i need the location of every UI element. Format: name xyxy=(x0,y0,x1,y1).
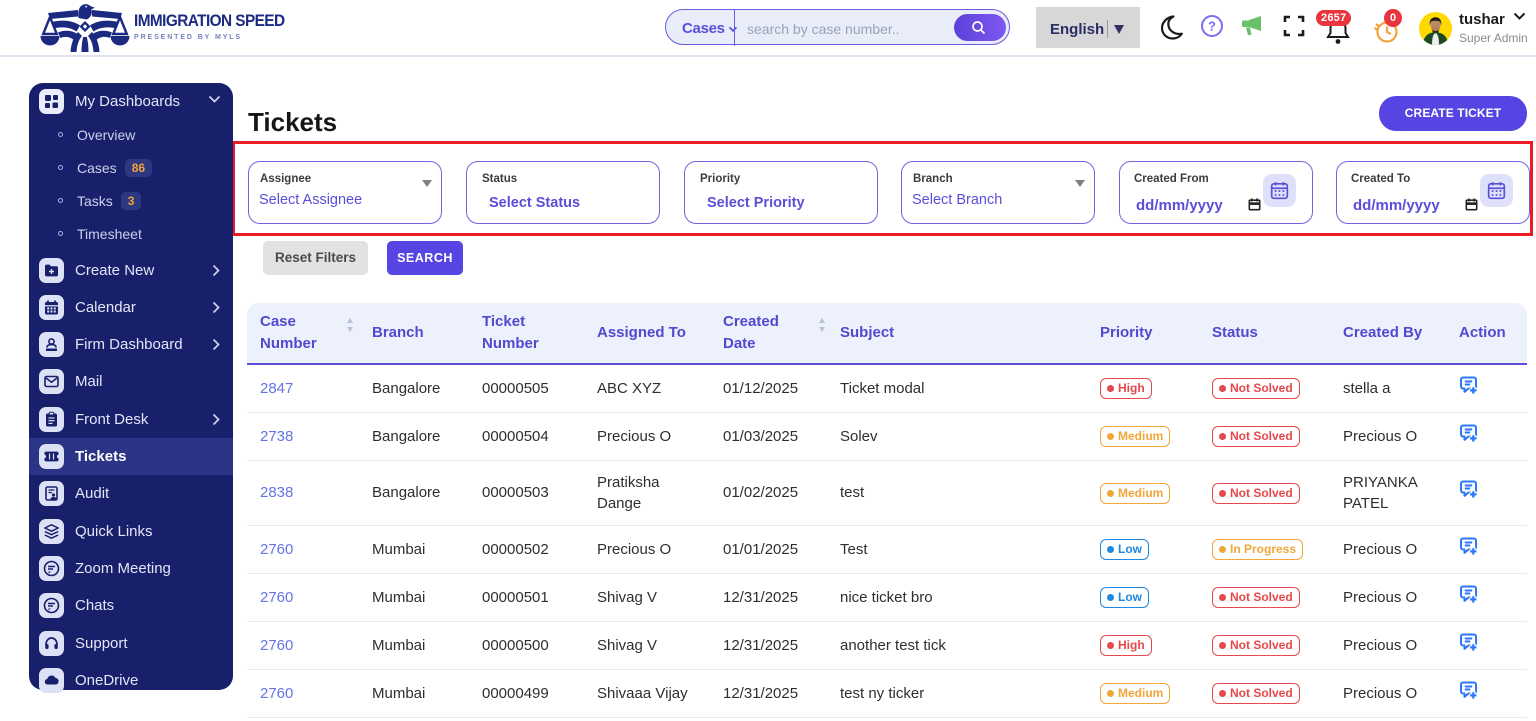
svg-text:?: ? xyxy=(1208,19,1216,34)
